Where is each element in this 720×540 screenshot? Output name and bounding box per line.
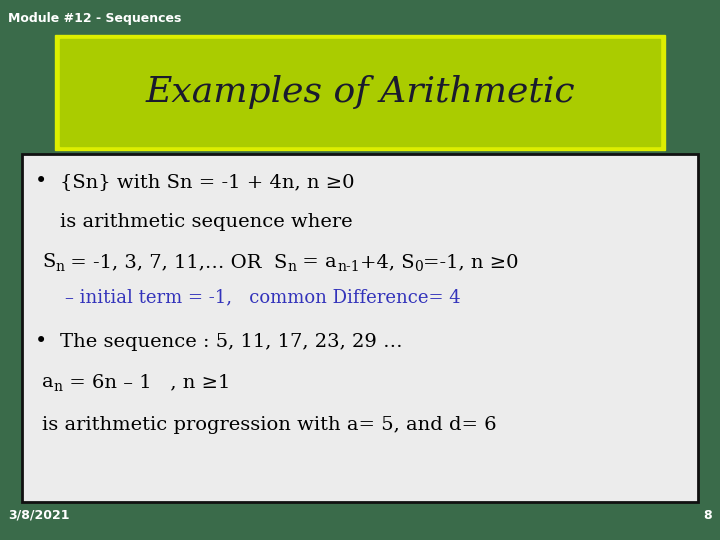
Text: {Sn} with Sn = -1 + 4n, n ≥0: {Sn} with Sn = -1 + 4n, n ≥0 xyxy=(60,173,354,191)
FancyBboxPatch shape xyxy=(55,35,665,150)
Text: is arithmetic progression with a= 5, and d= 6: is arithmetic progression with a= 5, and… xyxy=(42,416,497,434)
Text: +4, S: +4, S xyxy=(360,253,414,271)
Text: n: n xyxy=(55,260,64,274)
Text: = 6n – 1   , n ≥1: = 6n – 1 , n ≥1 xyxy=(63,373,230,391)
FancyBboxPatch shape xyxy=(22,154,698,502)
Text: 0: 0 xyxy=(414,260,423,274)
Text: Module #12 - Sequences: Module #12 - Sequences xyxy=(8,12,181,25)
Text: =-1, n ≥0: =-1, n ≥0 xyxy=(423,253,518,271)
Text: n: n xyxy=(287,260,297,274)
Text: – initial term = -1,   common Difference= 4: – initial term = -1, common Difference= … xyxy=(65,288,461,306)
Text: = -1, 3, 7, 11,… OR  S: = -1, 3, 7, 11,… OR S xyxy=(64,253,287,271)
Text: 3/8/2021: 3/8/2021 xyxy=(8,509,70,522)
Text: 8: 8 xyxy=(703,509,712,522)
FancyBboxPatch shape xyxy=(60,39,660,146)
Text: n-1: n-1 xyxy=(337,260,360,274)
Text: a: a xyxy=(42,373,53,391)
Text: The sequence : 5, 11, 17, 23, 29 …: The sequence : 5, 11, 17, 23, 29 … xyxy=(60,333,402,351)
Text: is arithmetic sequence where: is arithmetic sequence where xyxy=(60,213,353,231)
Text: •: • xyxy=(35,333,48,352)
Text: Examples of Arithmetic: Examples of Arithmetic xyxy=(145,75,575,109)
Text: n: n xyxy=(53,380,63,394)
Text: •: • xyxy=(35,172,48,192)
Text: = a: = a xyxy=(297,253,337,271)
Text: S: S xyxy=(42,253,55,271)
